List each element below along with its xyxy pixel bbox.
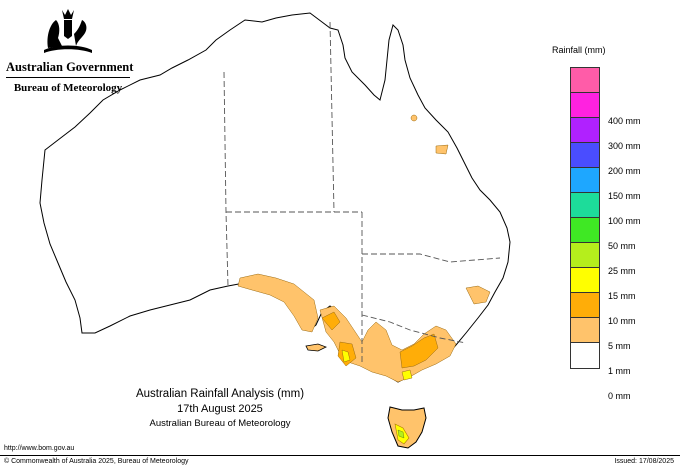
legend-label: 0 mm [608, 391, 631, 401]
coat-of-arms-icon [44, 9, 92, 53]
legend-label: 10 mm [608, 316, 636, 326]
legend-swatch [571, 143, 599, 168]
title-line-2: 17th August 2025 [177, 403, 263, 415]
legend-swatch [571, 343, 599, 368]
legend-title: Rainfall (mm) [552, 45, 606, 55]
australia-mainland [39, 12, 511, 383]
legend-label: 50 mm [608, 241, 636, 251]
rain-core-sa-yellow [341, 349, 351, 363]
legend-swatch [571, 318, 599, 343]
kangaroo-island [305, 343, 327, 352]
map-title: Australian Rainfall Analysis (mm) 17th A… [120, 388, 320, 429]
legend-swatch [571, 93, 599, 118]
legend-swatch [571, 118, 599, 143]
tasmania [387, 406, 427, 449]
footer-url[interactable]: http://www.bom.gov.au [4, 445, 75, 452]
title-line-1: Australian Rainfall Analysis (mm) [135, 388, 305, 400]
legend-swatch [571, 168, 599, 193]
bureau-name: Bureau of Meteorology [13, 82, 123, 94]
legend-label: 300 mm [608, 141, 641, 151]
border-nsw-vic [361, 314, 467, 344]
border-qld-nsw [362, 253, 501, 263]
legend-label: 25 mm [608, 266, 636, 276]
rain-area-sa [237, 273, 319, 333]
legend-swatch [571, 268, 599, 293]
legend-swatch [571, 293, 599, 318]
legend-label: 400 mm [608, 116, 641, 126]
government-logo: Australian Government Bureau of Meteorol… [6, 8, 133, 94]
rain-core-vic [399, 333, 439, 369]
legend-label: 150 mm [608, 191, 641, 201]
state-borders [223, 21, 501, 362]
rain-area-qld [435, 144, 449, 155]
footer-copyright: © Commonwealth of Australia 2025, Bureau… [4, 458, 189, 465]
rain-core-tas-green [397, 429, 405, 439]
legend-swatch [571, 218, 599, 243]
rainfall-legend [570, 67, 600, 369]
footer-divider [0, 455, 680, 456]
legend-swatch [571, 68, 599, 93]
legend-label: 200 mm [608, 166, 641, 176]
legend-swatch [571, 193, 599, 218]
rain-core-vic-yellow [401, 369, 413, 381]
legend-label: 15 mm [608, 291, 636, 301]
rain-core-gulf [321, 311, 341, 331]
rain-spot-north [410, 114, 418, 122]
title-line-3: Australian Bureau of Meteorology [149, 418, 291, 429]
border-nt-qld [329, 21, 335, 213]
government-name: Australian Government [6, 60, 133, 78]
rain-area-nsw [465, 285, 491, 305]
footer-issued-date: Issued: 17/08/2025 [614, 458, 674, 465]
rain-area-vic [319, 305, 457, 383]
legend-label: 1 mm [608, 366, 631, 376]
legend-swatch [571, 243, 599, 268]
legend-label: 100 mm [608, 216, 641, 226]
legend-label: 5 mm [608, 341, 631, 351]
